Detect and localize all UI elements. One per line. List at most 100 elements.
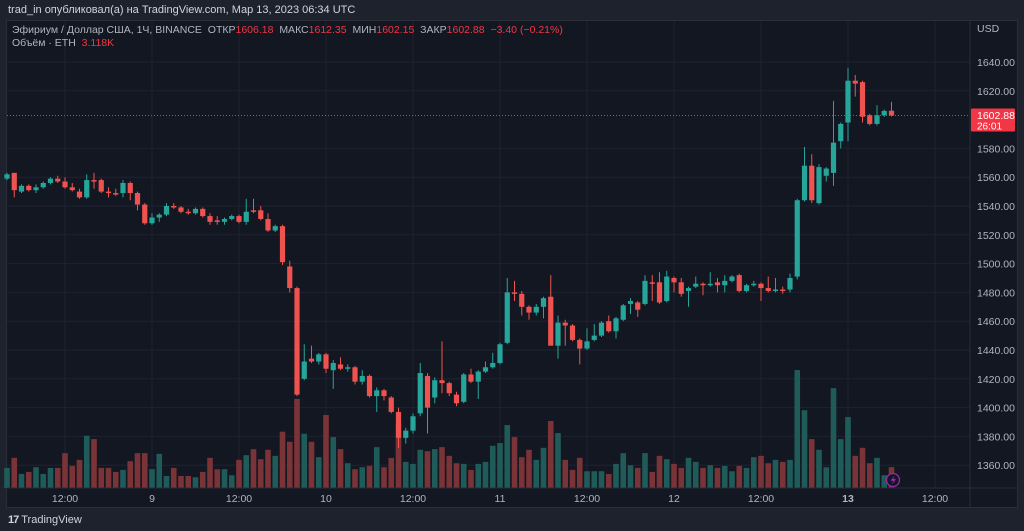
time-tick-label: 12:00 [748, 493, 774, 505]
candle-body [780, 289, 786, 292]
volume-bar [562, 459, 569, 488]
candle-body [11, 172, 17, 191]
volume-legend: Объём · ETH 3.118K [12, 37, 114, 49]
candle-body [294, 288, 300, 395]
volume-bar [4, 467, 10, 488]
volume-bar [605, 473, 612, 488]
volume-bar [743, 467, 750, 488]
candle-body [352, 367, 358, 382]
time-tick-label: 12:00 [52, 493, 78, 505]
price-tick-label: 1520.00 [977, 230, 1015, 242]
price-tick-label: 1440.00 [977, 345, 1015, 357]
candle-body [308, 358, 315, 362]
volume-bar [257, 459, 264, 488]
candle-body [888, 110, 895, 116]
candle-body [859, 82, 866, 117]
candle-body [823, 168, 829, 176]
volume-bar [279, 431, 286, 488]
volume-bar [134, 453, 141, 488]
volume-bar [272, 455, 279, 488]
volume-bar [40, 473, 47, 488]
candle-body [47, 178, 54, 183]
volume-bar [555, 433, 561, 488]
candle-body [345, 367, 351, 369]
volume-bar [504, 425, 511, 488]
volume-bar [330, 437, 337, 488]
candle-body [410, 416, 416, 431]
candle-body [729, 276, 735, 281]
volume-bar [446, 455, 453, 488]
candle-body [439, 380, 445, 384]
volume-bar [381, 467, 387, 488]
candle-body [105, 191, 112, 194]
candle-body [475, 371, 481, 382]
volume-bar [62, 453, 68, 488]
volume-bar [54, 467, 61, 488]
volume-bar [801, 410, 808, 488]
candle-body [787, 278, 793, 290]
currency-label[interactable]: USD [977, 23, 1000, 35]
volume-bar [460, 463, 467, 488]
candle-body [185, 211, 191, 214]
volume-bar [852, 455, 859, 488]
volume-bar [511, 437, 518, 488]
candle-body [229, 216, 235, 219]
candle-body [635, 302, 641, 310]
candle-body [214, 220, 220, 222]
candle-body [569, 325, 576, 340]
candle-body [236, 216, 242, 222]
volume-bar [373, 447, 380, 488]
candle-body [664, 276, 670, 302]
volume-bar [33, 467, 39, 488]
volume-bar [816, 449, 822, 488]
volume-bar [439, 447, 445, 488]
volume-bar [678, 467, 685, 488]
candle-body [758, 283, 764, 289]
volume-bar [779, 461, 786, 488]
volume-bar [649, 471, 656, 488]
symbol-title[interactable]: Эфириум / Доллар США, 1Ч, BINANCE [12, 24, 202, 36]
last-price-value: 1602.88 [977, 110, 1015, 122]
volume-bar [685, 457, 692, 488]
candle-body [874, 115, 880, 124]
volume-bar [729, 471, 735, 488]
volume-bars [4, 370, 895, 488]
volume-bar [656, 455, 663, 488]
price-tick-label: 1580.00 [977, 143, 1015, 155]
candle-body [279, 226, 286, 263]
candle-body [809, 165, 815, 201]
candle-body [736, 275, 742, 291]
candle-body [62, 181, 68, 188]
volume-bar [714, 467, 721, 488]
open-value: 1606.18 [235, 24, 274, 36]
candle-body [642, 280, 648, 304]
volume-bar [874, 457, 880, 488]
volume-bar [794, 370, 801, 488]
time-tick-label: 9 [149, 493, 155, 505]
candle-body [40, 182, 46, 188]
candle-body [374, 390, 380, 397]
volume-label[interactable]: Объём · ETH [12, 37, 76, 49]
candle-body [801, 165, 808, 201]
candle-body [69, 187, 75, 191]
volume-bar [468, 469, 474, 488]
lightning-icon [890, 475, 896, 485]
tradingview-logo-icon[interactable]: 17 [8, 514, 19, 526]
candle-body [171, 206, 177, 208]
volume-bar [475, 463, 482, 488]
volume-bar [236, 459, 242, 488]
candle-body [867, 115, 873, 124]
volume-bar [540, 447, 547, 488]
volume-bar [489, 445, 496, 488]
candle-body [656, 282, 663, 303]
close-label: ЗАКР [420, 24, 447, 36]
volume-bar [163, 475, 170, 488]
price-tick-label: 1460.00 [977, 316, 1015, 328]
time-tick-label: 11 [495, 493, 506, 505]
volume-bar [301, 433, 308, 488]
candle-body [482, 367, 489, 372]
footer-brand[interactable]: TradingView [21, 514, 82, 526]
volume-bar [453, 463, 460, 488]
volume-bar [526, 449, 532, 488]
